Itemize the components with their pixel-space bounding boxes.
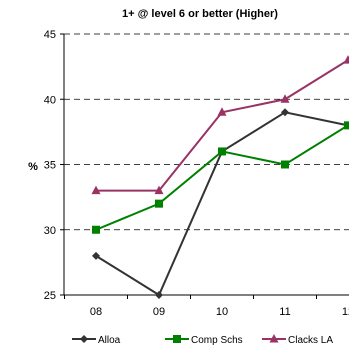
data-point <box>154 185 164 195</box>
data-point <box>344 121 349 130</box>
x-tick-label: 12 <box>342 306 349 318</box>
legend-label: Clacks LA <box>288 335 333 346</box>
data-point <box>155 199 163 208</box>
legend-item-alloa: Alloa <box>72 335 121 346</box>
series-line <box>96 59 349 192</box>
x-tick-label: 09 <box>153 306 165 318</box>
legend-marker <box>173 335 181 343</box>
series-comp-schs <box>92 121 349 234</box>
legend-item-clacks-la: Clacks LA <box>262 334 333 346</box>
series-layer <box>91 55 349 299</box>
x-tick-label: 11 <box>279 306 290 318</box>
data-point <box>155 291 163 299</box>
data-point <box>91 185 101 195</box>
y-tick-label: 25 <box>44 290 56 302</box>
legend-marker <box>80 335 88 343</box>
x-tick-label: 10 <box>216 306 228 318</box>
legend-marker <box>269 334 279 343</box>
data-point <box>218 147 226 156</box>
data-point <box>281 160 289 169</box>
series-clacks-la <box>91 55 349 195</box>
data-point <box>92 225 100 234</box>
y-tick-label: 35 <box>44 160 56 172</box>
y-tick-label: 40 <box>44 94 56 106</box>
y-axis-label: % <box>28 161 38 173</box>
x-tick-label: 08 <box>90 306 102 318</box>
legend: Alloa Comp Schs Clacks LA <box>72 334 333 346</box>
data-point <box>343 55 349 64</box>
data-point <box>217 107 227 116</box>
x-tick-labels: 08 09 10 11 12 <box>64 295 349 318</box>
data-point <box>92 251 100 260</box>
y-tick-labels: 25 30 35 40 45 <box>44 29 64 302</box>
data-point <box>281 108 289 117</box>
data-point <box>280 94 290 103</box>
series-line <box>95 111 349 297</box>
y-tick-label: 45 <box>44 29 56 41</box>
legend-item-comp-schs: Comp Schs <box>165 335 243 346</box>
series-line <box>95 124 349 231</box>
y-tick-label: 30 <box>44 225 56 237</box>
legend-label: Comp Schs <box>191 335 243 346</box>
legend-label: Alloa <box>98 335 121 346</box>
chart-title: 1+ @ level 6 or better (Higher) <box>122 8 278 20</box>
series-alloa <box>92 108 349 299</box>
